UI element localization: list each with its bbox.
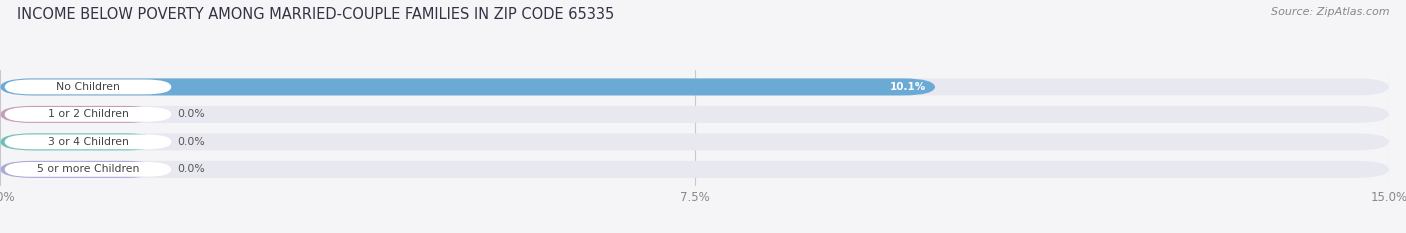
FancyBboxPatch shape (0, 161, 159, 178)
FancyBboxPatch shape (0, 79, 1389, 96)
FancyBboxPatch shape (4, 162, 172, 177)
FancyBboxPatch shape (0, 79, 935, 96)
Text: 1 or 2 Children: 1 or 2 Children (48, 110, 128, 119)
FancyBboxPatch shape (0, 106, 159, 123)
Text: 5 or more Children: 5 or more Children (37, 164, 139, 174)
FancyBboxPatch shape (0, 161, 1389, 178)
Text: 0.0%: 0.0% (177, 110, 205, 119)
Text: Source: ZipAtlas.com: Source: ZipAtlas.com (1271, 7, 1389, 17)
FancyBboxPatch shape (0, 106, 1389, 123)
FancyBboxPatch shape (4, 79, 172, 94)
FancyBboxPatch shape (0, 133, 1389, 151)
FancyBboxPatch shape (4, 134, 172, 149)
Text: INCOME BELOW POVERTY AMONG MARRIED-COUPLE FAMILIES IN ZIP CODE 65335: INCOME BELOW POVERTY AMONG MARRIED-COUPL… (17, 7, 614, 22)
Text: 0.0%: 0.0% (177, 137, 205, 147)
Text: No Children: No Children (56, 82, 120, 92)
Text: 3 or 4 Children: 3 or 4 Children (48, 137, 128, 147)
Text: 10.1%: 10.1% (890, 82, 927, 92)
FancyBboxPatch shape (0, 133, 159, 151)
FancyBboxPatch shape (4, 107, 172, 122)
Text: 0.0%: 0.0% (177, 164, 205, 174)
